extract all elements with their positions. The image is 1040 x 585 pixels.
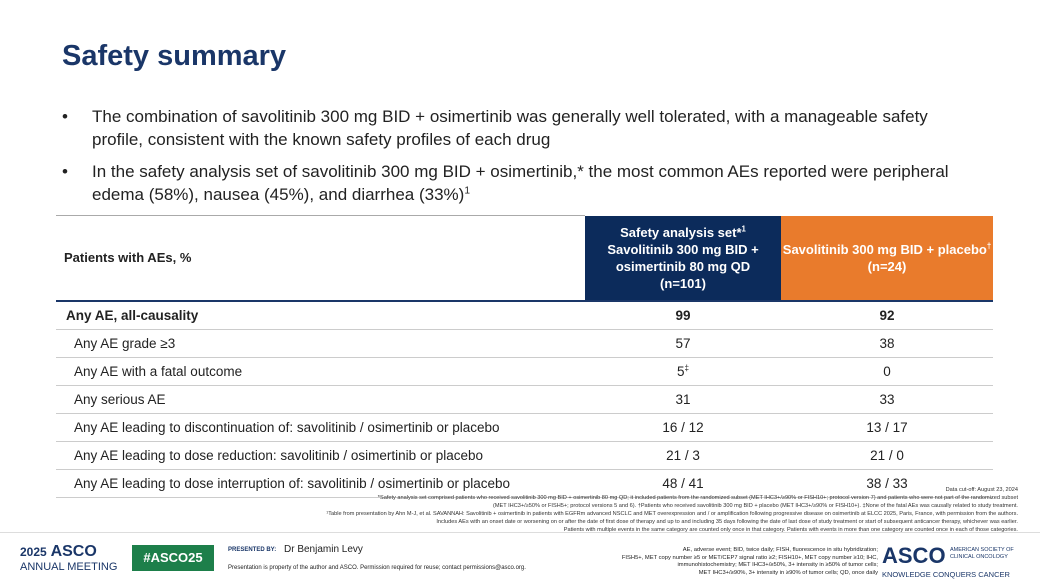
org: ASCO: [50, 543, 97, 560]
table-cell: Any AE leading to dose interruption of: …: [56, 469, 585, 498]
cell-text: Any AE leading to dose reduction: savoli…: [74, 447, 483, 463]
header-text: (n=24): [867, 258, 907, 274]
table-cell: 5‡: [585, 357, 781, 386]
cell-text: 92: [879, 307, 895, 323]
table-row: Any AE, all-causality 99 92: [56, 299, 993, 330]
cell-text: 38 / 33: [866, 475, 908, 491]
footnote: Includes AEs with an onset date or worse…: [436, 519, 1018, 525]
abbreviations: AE, adverse event; BID, twice daily; FIS…: [622, 547, 878, 577]
table-cell: Any serious AE: [56, 385, 585, 414]
asco-name: AMERICAN SOCIETY OF CLINICAL ONCOLOGY: [950, 547, 1014, 561]
table-cell: 92: [781, 299, 993, 330]
table-cell: 48 / 41: [585, 469, 781, 498]
table-cell: 0: [781, 357, 993, 386]
header-text: Savolitinib 300 mg BID + osimertinib 80 …: [607, 241, 759, 274]
cell-text: 48 / 41: [662, 475, 704, 491]
presenter: Dr Benjamin Levy: [284, 544, 363, 555]
superscript: 1: [741, 224, 746, 234]
table-cell: Any AE, all-causality: [56, 299, 585, 330]
table-cell: Any AE with a fatal outcome: [56, 357, 585, 386]
cell-text: Any AE leading to discontinuation of: sa…: [74, 419, 500, 435]
column-header: Safety analysis set*1 Savolitinib 300 mg …: [585, 215, 781, 301]
hashtag: #ASCO25: [132, 545, 214, 571]
bullet: • In the safety analysis set of savolitin…: [62, 162, 949, 204]
cell-text: 21 / 3: [666, 447, 700, 463]
table-row: Any AE with a fatal outcome 5‡ 0: [56, 357, 993, 386]
superscript: †: [986, 241, 992, 251]
abbreviation-line: MET IHC3+/≥90%, 3+ intensity in ≥90% of …: [698, 569, 878, 576]
column-header: Savolitinib 300 mg BID + placebo† (n=24): [781, 215, 993, 301]
bullet-text: In the safety analysis set of savolitini…: [92, 162, 949, 204]
table-cell: Any AE leading to discontinuation of: sa…: [56, 413, 585, 442]
table-cell: 57: [585, 329, 781, 358]
table-cell: 38 / 33: [781, 469, 993, 498]
title: Safety summary: [62, 40, 287, 72]
table-cell: 21 / 3: [585, 441, 781, 470]
cell-text: Any AE grade ≥3: [74, 335, 176, 351]
bullet: • The combination of savolitinib 300 mg B…: [62, 105, 982, 151]
table-cell: 31: [585, 385, 781, 414]
footnote: Patients with multiple events in the sam…: [563, 527, 1018, 533]
table-cell: 21 / 0: [781, 441, 993, 470]
presented-by: PRESENTED BY:: [228, 547, 277, 553]
cell-text: Any AE leading to dose interruption of: …: [74, 475, 511, 491]
table-row: Any AE leading to discontinuation of: sa…: [56, 413, 993, 442]
table-row: Any AE grade ≥3 57 38: [56, 329, 993, 358]
cell-text: 31: [675, 391, 691, 407]
notice: Presentation is property of the author a…: [228, 565, 526, 571]
logo-text: CLINICAL ONCOLOGY: [950, 554, 1008, 560]
header-text: Safety analysis set*: [620, 224, 742, 240]
superscript: 1: [464, 185, 470, 197]
cell-text: 21 / 0: [870, 447, 904, 463]
abbreviation-line: immunohistochemistry; MET IHC3+/≥50%, 3+…: [677, 562, 878, 568]
superscript: ‡: [684, 363, 690, 372]
cell-text: 0: [883, 363, 891, 379]
table-row: Any AE leading to dose reduction: savoli…: [56, 441, 993, 470]
cell-text: 38: [879, 335, 895, 351]
cell-text: 33: [879, 391, 895, 407]
meeting-logo: 2025 ASCO: [20, 543, 97, 561]
abbreviation-line: AE, adverse event; BID, twice daily; FIS…: [682, 547, 878, 553]
cell-text: Any serious AE: [74, 391, 166, 407]
table-cell: Any AE grade ≥3: [56, 329, 585, 358]
footnote: *Safety analysis set comprised patients …: [377, 495, 1018, 501]
abbreviation-line: FISH5+, MET copy number ≥5 or MET/CEP7 s…: [621, 554, 878, 561]
cell-text: 5: [676, 363, 685, 379]
table-cell: Any AE leading to dose reduction: savoli…: [56, 441, 585, 470]
table-row: Any serious AE 31 33: [56, 385, 993, 414]
year: 2025: [20, 545, 47, 559]
header-text: Savolitinib 300 mg BID + placebo: [782, 241, 987, 257]
table-row: Any AE leading to dose interruption of: …: [56, 469, 993, 498]
bullet-text: The combination of savolitinib 300 mg BI…: [92, 107, 928, 149]
cell-text: 57: [675, 335, 691, 351]
footnote: (MET IHC3+/≥50% or FISH5+; protocol vers…: [492, 503, 1018, 509]
tagline: KNOWLEDGE CONQUERS CANCER: [882, 570, 1010, 579]
cell-text: 16 / 12: [662, 419, 704, 435]
cell-text: Any AE, all-causality: [66, 307, 199, 323]
cell-text: Any AE with a fatal outcome: [74, 363, 243, 379]
logo-text: AMERICAN SOCIETY OF: [950, 547, 1014, 553]
table-cell: 13 / 17: [781, 413, 993, 442]
header-text: (n=101): [660, 275, 706, 291]
cell-text: 99: [675, 307, 691, 323]
safety-table: Patients with AEs, % Safety analysis set…: [56, 215, 993, 498]
column-header: Patients with AEs, %: [56, 215, 585, 301]
table-cell: 16 / 12: [585, 413, 781, 442]
footnote: ¹Table from presentation by Ahn M-J, et …: [326, 511, 1018, 517]
footnote: Data cut-off: August 23, 2024: [945, 487, 1018, 493]
table-cell: 33: [781, 385, 993, 414]
meeting-label: ANNUAL MEETING: [20, 561, 118, 573]
footer-rule: [0, 532, 1040, 533]
asco-logo: ASCO: [882, 543, 946, 568]
table-cell: 99: [585, 299, 781, 330]
table-cell: 38: [781, 329, 993, 358]
cell-text: 13 / 17: [866, 419, 908, 435]
